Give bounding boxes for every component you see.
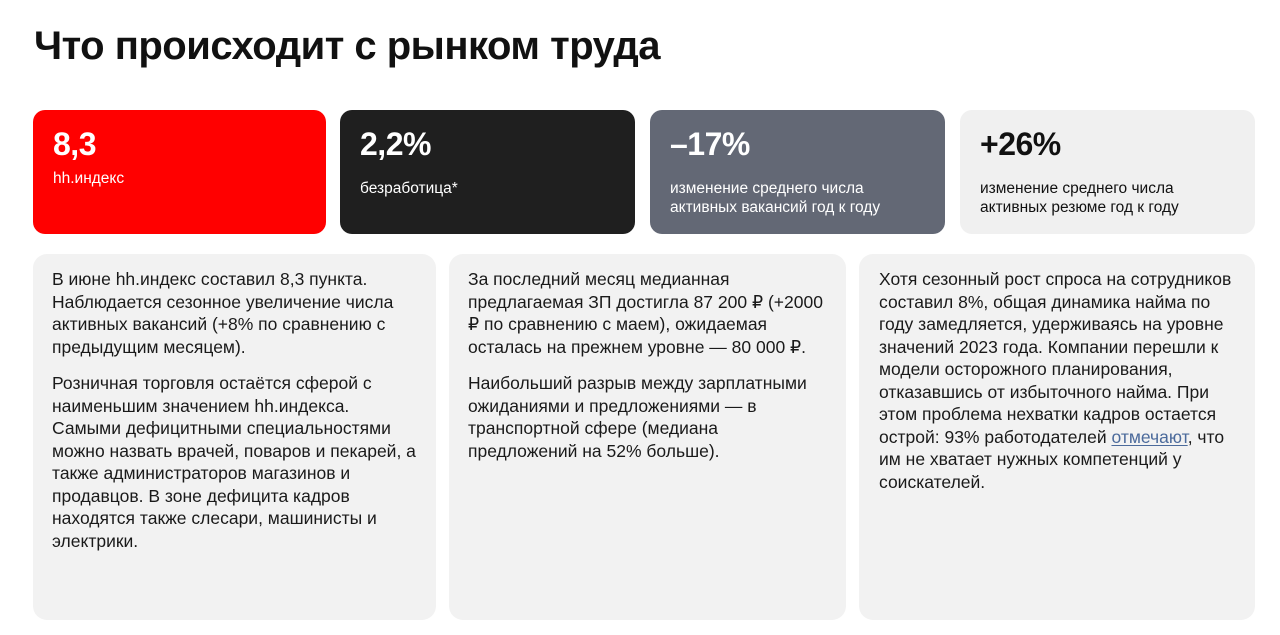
- stat-value: 2,2%: [360, 126, 431, 162]
- stat-value: +26%: [980, 126, 1061, 162]
- card-paragraph: Хотя сезонный рост спроса на сотрудников…: [879, 268, 1237, 493]
- paragraph-text: Хотя сезонный рост спроса на сотрудников…: [879, 269, 1232, 447]
- stat-card-vacancies: –17% изменение среднего числа активных в…: [650, 110, 945, 234]
- paragraph-text: , что им не хватает нужных компетенций у…: [879, 426, 1225, 492]
- page-title: Что происходит с рынком труда: [34, 24, 661, 68]
- stat-card-hh-index: 8,3 hh.индекс: [33, 110, 326, 234]
- card-paragraph: За последний месяц медианная предлагаема…: [468, 269, 823, 357]
- text-card-salary: За последний месяц медианная предлагаема…: [449, 254, 846, 620]
- stat-value: –17%: [670, 126, 750, 162]
- card-paragraph: В июне hh.индекс составил 8,3 пункта. На…: [52, 269, 394, 357]
- text-card-hh-index: В июне hh.индекс составил 8,3 пункта. На…: [33, 254, 436, 620]
- card-paragraph: Наибольший разрыв между зарплатными ожид…: [468, 373, 807, 461]
- stat-caption: изменение среднего числа активных резюме…: [980, 180, 1179, 216]
- stat-card-unemployment: 2,2% безработица*: [340, 110, 635, 234]
- stat-caption: изменение среднего числа активных ваканс…: [670, 180, 881, 216]
- stat-card-resumes: +26% изменение среднего числа активных р…: [960, 110, 1255, 234]
- card-paragraph: Розничная торговля остаётся сферой с наи…: [52, 373, 416, 551]
- source-link[interactable]: отмечают: [1111, 426, 1188, 447]
- stat-value: 8,3: [53, 126, 96, 162]
- text-card-hiring: Хотя сезонный рост спроса на сотрудников…: [859, 254, 1255, 620]
- stat-caption: hh.индекс: [53, 170, 125, 187]
- stat-caption: безработица*: [360, 180, 458, 197]
